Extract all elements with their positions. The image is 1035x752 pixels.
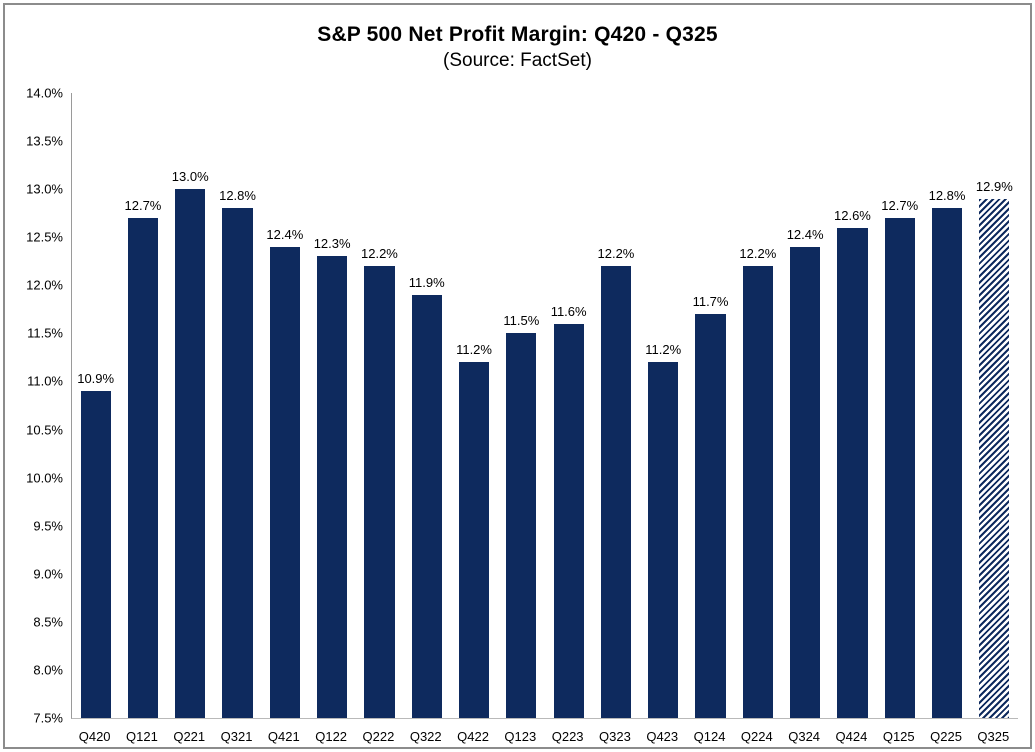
x-tick-label: Q423	[646, 729, 679, 744]
y-tick-label: 12.0%	[26, 277, 63, 293]
bar-Q225	[931, 208, 963, 718]
bar-Q121	[127, 218, 159, 718]
bar-Q323	[600, 266, 632, 718]
x-axis: Q420 Q121 Q221 Q321 Q421 Q122 Q222 Q322 Q422 Q123…	[71, 725, 1017, 747]
x-tick-label: Q223	[551, 729, 584, 744]
x-tick-label: Q125	[882, 729, 915, 744]
bar-value-label: 12.9%	[975, 178, 1013, 194]
bar-Q125	[884, 218, 915, 718]
x-tick-label: Q121	[126, 729, 158, 744]
y-tick-label: 10.5%	[26, 422, 63, 438]
bar-Q224	[742, 266, 773, 718]
x-tick-label: Q224	[740, 729, 773, 744]
y-tick-label: 12.5%	[26, 229, 63, 245]
x-tick-label: Q322	[409, 729, 442, 744]
bar-Q322	[411, 294, 442, 718]
y-tick-label: 7.5%	[33, 710, 63, 726]
bar-value-label: 12.7%	[124, 198, 162, 213]
y-tick-label: 8.0%	[33, 662, 63, 678]
bar-Q321	[222, 208, 253, 718]
chart-title: S&P 500 Net Profit Margin: Q420 - Q325	[317, 23, 718, 46]
y-tick-label: 8.5%	[33, 614, 63, 630]
bar-value-label: 12.4%	[266, 226, 304, 242]
y-tick-label: 14.0%	[26, 85, 63, 101]
x-tick-label: Q422	[457, 729, 489, 744]
y-tick-label: 9.5%	[33, 518, 63, 534]
bar-value-label: 11.5%	[503, 313, 540, 329]
bar-value-label: 12.8%	[928, 188, 966, 204]
x-tick-label: Q321	[220, 729, 253, 744]
x-tick-label: Q323	[599, 729, 631, 744]
x-tick-label: Q325	[977, 729, 1010, 744]
bar-value-label: 11.2%	[456, 342, 492, 358]
y-tick-label: 13.5%	[26, 133, 63, 149]
bar-value-label: 11.2%	[645, 342, 682, 358]
x-tick-label: Q421	[267, 729, 300, 744]
bar-Q223	[553, 323, 584, 718]
bar-Q124	[695, 314, 726, 718]
bar-Q422	[458, 362, 490, 718]
x-tick-label: Q420	[78, 729, 111, 744]
bar-value-label: 11.7%	[692, 294, 729, 310]
bar-value-label: 11.6%	[550, 303, 587, 319]
bar-Q123	[506, 333, 537, 718]
bar-value-label: 12.2%	[739, 246, 777, 262]
bar-value-label: 12.2%	[361, 246, 398, 262]
bar-value-label: 12.2%	[597, 246, 635, 262]
chart-subtitle: (Source: FactSet)	[443, 50, 592, 71]
bar-Q424	[837, 227, 868, 718]
plot-area: 10.9% 12.7% 13.0% 12.8% 12.4% 12.3% 12.2% 11.9%…	[71, 93, 1018, 719]
bar-Q122	[317, 256, 348, 718]
bar-value-label: 12.8%	[219, 188, 256, 204]
bar-value-label: 12.7%	[881, 198, 919, 213]
x-tick-label: Q222	[362, 729, 395, 744]
x-tick-label: Q221	[173, 729, 206, 744]
x-tick-label: Q122	[315, 729, 348, 744]
bar-value-label: 12.6%	[834, 207, 871, 223]
bar-value-label: 12.3%	[313, 236, 351, 252]
bar-Q423	[648, 362, 679, 718]
x-tick-label: Q124	[693, 729, 726, 744]
title-block: S&P 500 Net Profit Margin: Q420 - Q325 (…	[5, 21, 1030, 73]
x-tick-label: Q324	[788, 729, 821, 744]
y-tick-label: 13.0%	[26, 181, 63, 197]
bar-Q221	[175, 189, 206, 718]
bar-Q222	[364, 266, 395, 718]
bar-value-label: 11.9%	[408, 274, 445, 290]
y-tick-label: 10.0%	[26, 470, 63, 486]
bar-value-label: 12.4%	[786, 226, 824, 242]
x-tick-label: Q225	[930, 729, 962, 744]
bar-Q421	[269, 246, 300, 718]
y-tick-label: 11.0%	[27, 373, 63, 389]
y-tick-label: 11.5%	[27, 325, 63, 341]
bar-Q324	[790, 246, 821, 718]
bar-Q325	[979, 198, 1010, 718]
bar-value-label: 13.0%	[171, 169, 209, 185]
y-axis: 7.5% 8.0% 8.5% 9.0% 9.5% 10.0% 10.5% 11.0% 11.5%…	[5, 86, 63, 726]
x-tick-label: Q424	[835, 729, 868, 744]
chart-frame: S&P 500 Net Profit Margin: Q420 - Q325 (…	[3, 3, 1032, 749]
x-tick-label: Q123	[504, 729, 537, 744]
bar-value-label: 10.9%	[77, 371, 115, 387]
y-tick-label: 9.0%	[33, 566, 63, 582]
bar-Q420	[80, 391, 111, 718]
